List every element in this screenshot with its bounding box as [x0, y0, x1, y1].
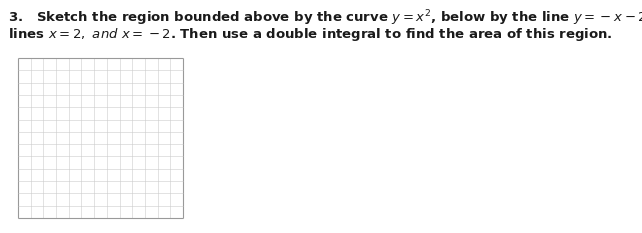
Text: lines $x = 2,$ $\mathit{and}$ $x = -2$. Then use a double integral to find the a: lines $x = 2,$ $\mathit{and}$ $x = -2$. …	[8, 26, 612, 43]
Text: 3.   Sketch the region bounded above by the curve $y = x^2$, below by the line $: 3. Sketch the region bounded above by th…	[8, 8, 642, 27]
